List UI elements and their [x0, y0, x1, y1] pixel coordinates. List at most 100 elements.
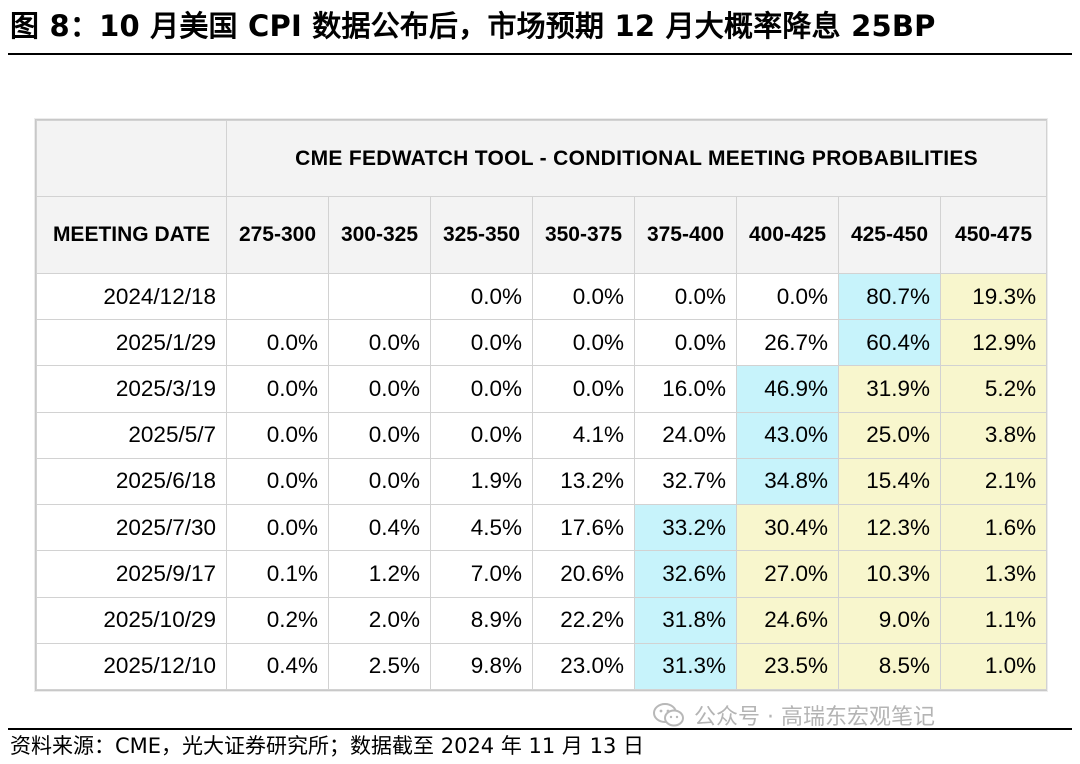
meeting-date-cell: 2025/9/17	[36, 550, 227, 598]
meeting-date-cell: 2025/3/19	[36, 365, 227, 413]
probability-cell: 0.0%	[430, 411, 533, 459]
probability-cell: 1.0%	[939, 642, 1048, 691]
probability-cell: 17.6%	[532, 504, 635, 552]
source-note: 资料来源：CME，光大证券研究所；数据截至 2024 年 11 月 13 日	[10, 734, 644, 758]
meeting-date-cell: 2025/12/10	[36, 642, 227, 691]
rate-column-header: 375-400	[634, 196, 737, 274]
probability-cell: 0.0%	[430, 365, 533, 413]
probability-cell: 32.6%	[634, 550, 737, 598]
probability-cell: 19.3%	[939, 272, 1048, 321]
header-columns-row: MEETING DATE 275-300 300-325 325-350 350…	[36, 196, 1048, 274]
probability-rows: 2024/12/18 0.0% 0.0% 0.0% 0.0% 80.7% 19.3% 2025…	[36, 272, 1048, 691]
watermark: 公众号 · 高瑞东宏观笔记	[652, 700, 935, 730]
probability-cell: 2.1%	[939, 457, 1048, 506]
rate-column-header: 450-475	[939, 196, 1048, 274]
probability-cell: 0.0%	[328, 319, 431, 367]
rate-column-header: 325-350	[430, 196, 533, 274]
title-divider	[8, 53, 1072, 55]
table-row: 2024/12/18 0.0% 0.0% 0.0% 0.0% 80.7% 19.3%	[36, 272, 1048, 321]
probability-cell: 0.0%	[634, 272, 737, 321]
probability-cell: 22.2%	[532, 596, 635, 644]
probability-cell: 46.9%	[736, 365, 839, 413]
probability-cell: 60.4%	[838, 319, 941, 367]
probability-cell: 0.0%	[328, 365, 431, 413]
table-row: 2025/5/7 0.0% 0.0% 0.0% 4.1% 24.0% 43.0% 25.0% 3…	[36, 411, 1048, 459]
probability-cell: 9.8%	[430, 642, 533, 691]
header-corner	[36, 120, 227, 197]
probability-cell: 7.0%	[430, 550, 533, 598]
watermark-text: 公众号 · 高瑞东宏观笔记	[694, 705, 935, 730]
probability-cell: 1.9%	[430, 457, 533, 506]
meeting-date-cell: 2025/5/7	[36, 411, 227, 459]
header-title-row: CME FEDWATCH TOOL - CONDITIONAL MEETING …	[36, 120, 1048, 197]
probability-cell: 9.0%	[838, 596, 941, 644]
probability-cell: 12.9%	[939, 319, 1048, 367]
probability-cell: 24.6%	[736, 596, 839, 644]
probability-cell: 32.7%	[634, 457, 737, 506]
probability-cell: 4.5%	[430, 504, 533, 552]
probability-cell: 0.0%	[226, 504, 329, 552]
probability-cell: 0.0%	[226, 411, 329, 459]
probability-cell: 1.2%	[328, 550, 431, 598]
probability-cell: 0.0%	[634, 319, 737, 367]
probability-cell: 0.0%	[226, 365, 329, 413]
footer-divider	[8, 728, 1072, 730]
fedwatch-table: CME FEDWATCH TOOL - CONDITIONAL MEETING …	[36, 120, 1048, 691]
wechat-icon	[653, 703, 684, 727]
probability-cell: 0.0%	[328, 457, 431, 506]
probability-cell: 0.0%	[226, 457, 329, 506]
probability-cell: 1.6%	[939, 504, 1048, 552]
meeting-date-header: MEETING DATE	[36, 196, 227, 274]
probability-cell: 10.3%	[838, 550, 941, 598]
probability-cell: 33.2%	[634, 504, 737, 552]
probability-cell: 43.0%	[736, 411, 839, 459]
fedwatch-table-frame: CME FEDWATCH TOOL - CONDITIONAL MEETING …	[35, 119, 1048, 691]
rate-column-header: 275-300	[226, 196, 329, 274]
probability-cell: 26.7%	[736, 319, 839, 367]
probability-cell: 0.0%	[328, 411, 431, 459]
table-row: 2025/9/17 0.1% 1.2% 7.0% 20.6% 32.6% 27.0% 10.3…	[36, 550, 1048, 598]
probability-cell	[226, 272, 329, 321]
table-row: 2025/10/29 0.2% 2.0% 8.9% 22.2% 31.8% 24.6% 9.0…	[36, 596, 1048, 644]
rate-column-header: 350-375	[532, 196, 635, 274]
probability-cell: 80.7%	[838, 272, 941, 321]
probability-cell: 0.2%	[226, 596, 329, 644]
table-row: 2025/12/10 0.4% 2.5% 9.8% 23.0% 31.3% 23.5% 8.5…	[36, 642, 1048, 691]
probability-cell: 4.1%	[532, 411, 635, 459]
table-row: 2025/7/30 0.0% 0.4% 4.5% 17.6% 33.2% 30.4% 12.3…	[36, 504, 1048, 552]
probability-cell: 0.0%	[430, 319, 533, 367]
probability-cell: 13.2%	[532, 457, 635, 506]
meeting-date-cell: 2025/1/29	[36, 319, 227, 367]
probability-cell	[328, 272, 431, 321]
probability-cell: 0.0%	[226, 319, 329, 367]
probability-cell: 0.0%	[736, 272, 839, 321]
probability-cell: 0.0%	[532, 365, 635, 413]
probability-cell: 0.1%	[226, 550, 329, 598]
probability-cell: 2.0%	[328, 596, 431, 644]
probability-cell: 8.9%	[430, 596, 533, 644]
probability-cell: 31.3%	[634, 642, 737, 691]
probability-cell: 31.8%	[634, 596, 737, 644]
rate-column-header: 425-450	[838, 196, 941, 274]
meeting-date-cell: 2025/6/18	[36, 457, 227, 506]
probability-cell: 25.0%	[838, 411, 941, 459]
probability-cell: 20.6%	[532, 550, 635, 598]
rate-column-header: 300-325	[328, 196, 431, 274]
probability-cell: 15.4%	[838, 457, 941, 506]
meeting-date-cell: 2024/12/18	[36, 272, 227, 321]
probability-cell: 34.8%	[736, 457, 839, 506]
probability-cell: 30.4%	[736, 504, 839, 552]
table-row: 2025/1/29 0.0% 0.0% 0.0% 0.0% 0.0% 26.7% 60.4% 1…	[36, 319, 1048, 367]
probability-cell: 23.0%	[532, 642, 635, 691]
probability-cell: 23.5%	[736, 642, 839, 691]
probability-cell: 0.4%	[226, 642, 329, 691]
probability-cell: 0.0%	[430, 272, 533, 321]
table-row: 2025/3/19 0.0% 0.0% 0.0% 0.0% 16.0% 46.9% 31.9%…	[36, 365, 1048, 413]
meeting-date-cell: 2025/10/29	[36, 596, 227, 644]
probability-cell: 8.5%	[838, 642, 941, 691]
probability-cell: 12.3%	[838, 504, 941, 552]
probability-cell: 3.8%	[939, 411, 1048, 459]
probability-cell: 0.4%	[328, 504, 431, 552]
probability-cell: 24.0%	[634, 411, 737, 459]
probability-cell: 2.5%	[328, 642, 431, 691]
